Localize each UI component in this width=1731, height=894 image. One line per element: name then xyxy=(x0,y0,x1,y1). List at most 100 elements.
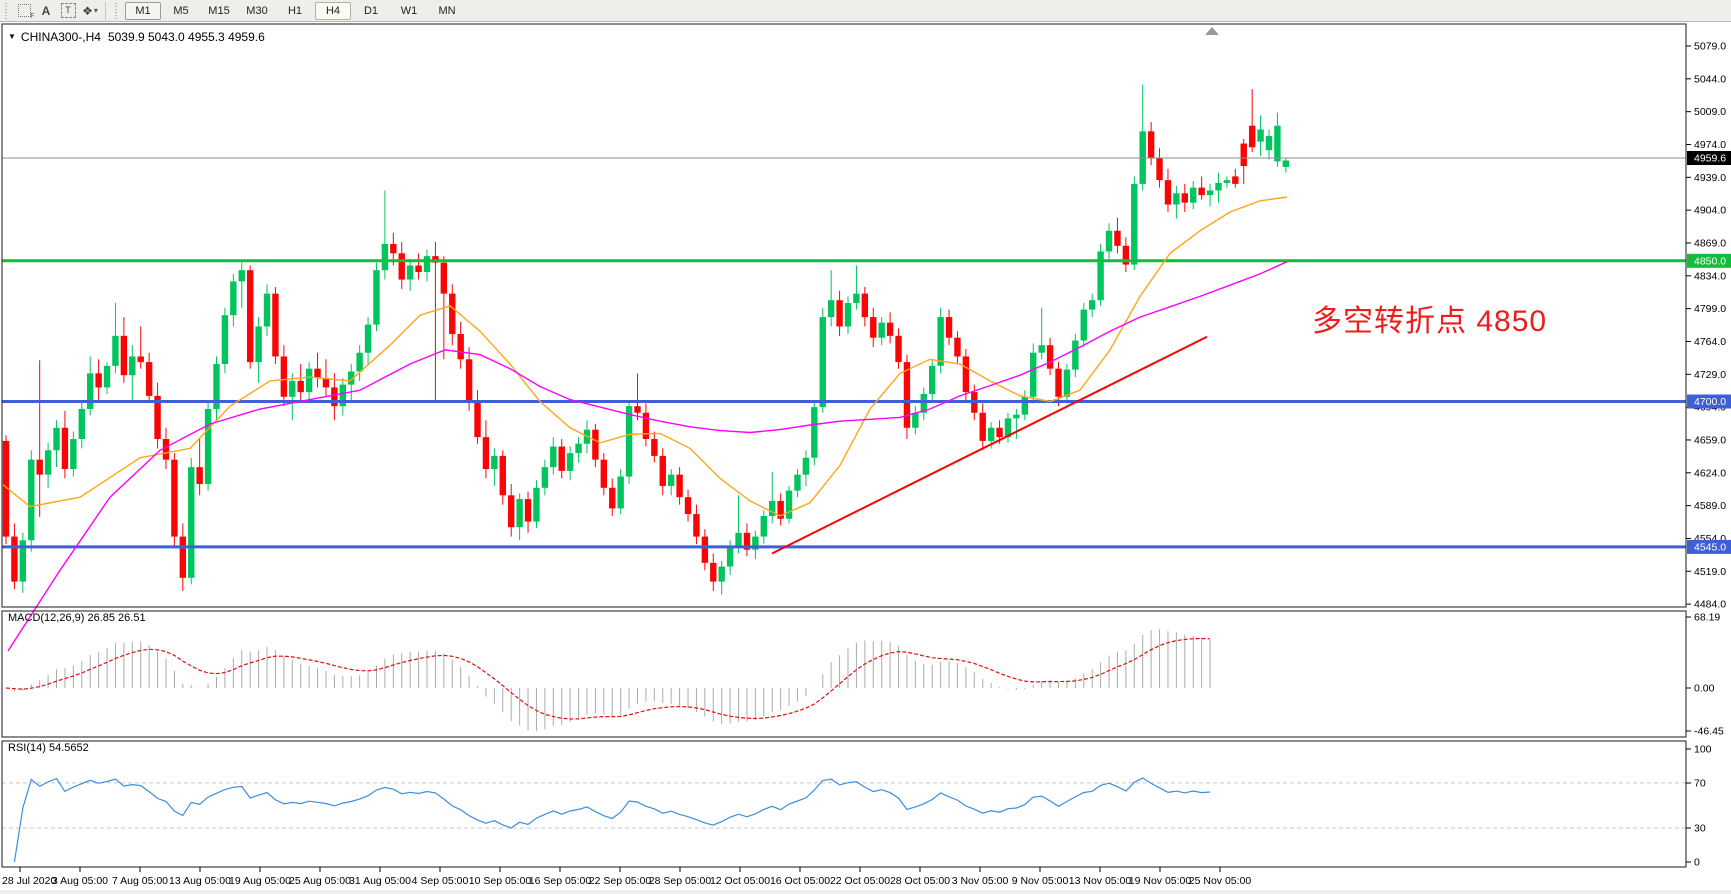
text-label-tool-icon[interactable]: A xyxy=(36,2,56,20)
price-axis-tick-label: 4834.0 xyxy=(1694,270,1726,282)
candle-body xyxy=(171,459,178,537)
candle-body xyxy=(1097,251,1104,301)
text-box-tool-icon[interactable]: T xyxy=(58,2,78,20)
trend-line[interactable] xyxy=(771,335,1208,555)
timeframe-button-h4[interactable]: H4 xyxy=(315,1,351,20)
grid-tool-icon[interactable]: F xyxy=(14,2,35,20)
price-axis-badge-label: 4850.0 xyxy=(1694,255,1726,267)
time-axis-label: 4 Sep 05:00 xyxy=(412,875,469,887)
indicator-axis-tick-label: -46.45 xyxy=(1694,726,1724,738)
candle-body xyxy=(760,515,767,537)
symbol-ohlc-values: 5039.9 5043.0 4955.3 4959.6 xyxy=(107,30,265,44)
candle-body xyxy=(912,412,919,428)
candle-body xyxy=(979,412,986,441)
candle-body xyxy=(322,378,330,388)
candle-body xyxy=(1038,345,1045,353)
price-axis-tick-label: 4904.0 xyxy=(1694,205,1726,217)
price-axis-tick-label: 4764.0 xyxy=(1694,336,1726,348)
candle-body xyxy=(457,333,464,360)
candle-body xyxy=(474,401,481,438)
time-axis-label: 19 Nov 05:00 xyxy=(1129,875,1192,887)
candle-body xyxy=(710,562,717,582)
candle-body xyxy=(1021,396,1029,415)
candle-body xyxy=(465,359,473,402)
candle-body xyxy=(1198,187,1205,196)
price-axis[interactable]: 5079.0 5044.0 5009.0 4974.0 4939.0 4904.0 4869… xyxy=(1686,41,1731,611)
price-axis-badge xyxy=(1687,394,1731,409)
candle-body xyxy=(1030,352,1037,397)
price-axis-tick-label: 4589.0 xyxy=(1694,500,1726,512)
candle-body xyxy=(440,262,448,294)
timeframe-button-m1[interactable]: M1 xyxy=(125,1,161,20)
candle-body xyxy=(651,439,658,456)
candle-body xyxy=(449,293,456,334)
price-axis-tick-label: 4729.0 xyxy=(1694,369,1726,381)
toolbar-separator xyxy=(105,1,106,20)
candle-body xyxy=(777,500,784,519)
candle-body xyxy=(19,540,27,582)
candle-body xyxy=(356,352,363,372)
candle-body xyxy=(1131,183,1138,265)
candle-body xyxy=(1147,131,1155,158)
timeframe-button-m5[interactable]: M5 xyxy=(173,4,189,17)
candle-body xyxy=(120,335,128,376)
price-axis-tick-label: 5009.0 xyxy=(1694,106,1726,118)
candle-body xyxy=(348,371,355,385)
rsi-pane-frame xyxy=(1,740,1687,868)
macd-signal-line xyxy=(5,637,1211,720)
candle-body xyxy=(1046,345,1054,369)
timeframe-button-mn[interactable]: MN xyxy=(438,4,456,17)
candle-body xyxy=(196,467,203,485)
candle-body xyxy=(1248,125,1256,148)
timeframe-button-m15[interactable]: M15 xyxy=(208,4,230,17)
candle-body xyxy=(827,300,835,318)
candle-body xyxy=(1215,182,1222,191)
price-axis-tick-label: 4484.0 xyxy=(1694,599,1726,611)
candle-body xyxy=(1206,190,1214,196)
toolbar-drag-handle[interactable] xyxy=(4,2,9,19)
macd-indicator-label: MACD(12,26,9) 26.85 26.51 xyxy=(8,612,146,624)
candle-body xyxy=(836,300,843,327)
timeframe-button-h1[interactable]: H1 xyxy=(287,4,303,17)
candle-body xyxy=(381,243,389,271)
drawing-tools-button[interactable]: ❖ ▾ xyxy=(80,2,100,20)
indicator-axes[interactable]: 68.19 0.00 -46.45 100 70 30 0 xyxy=(1686,612,1724,869)
candle-body xyxy=(870,317,877,338)
price-axis-tick-label: 4939.0 xyxy=(1694,172,1726,184)
timeframe-button-w1[interactable]: W1 xyxy=(400,4,418,17)
candle-body xyxy=(1122,245,1130,265)
candle-body xyxy=(423,256,431,273)
timeframe-button-m30[interactable]: M30 xyxy=(246,4,268,17)
candle-body xyxy=(1223,180,1231,183)
candle-body xyxy=(853,293,860,304)
candle-body xyxy=(137,356,144,363)
indicator-axis-tick-label: 70 xyxy=(1694,778,1706,790)
symbol-menu-arrow-icon[interactable]: ▼ xyxy=(8,32,16,41)
candle-body xyxy=(684,497,692,515)
candle-body xyxy=(246,270,254,363)
price-axis-tick-label: 4624.0 xyxy=(1694,467,1726,479)
candle-body xyxy=(289,380,296,397)
candle-body xyxy=(213,363,220,410)
candle-body xyxy=(28,459,35,541)
timeframe-button-d1[interactable]: D1 xyxy=(363,4,379,17)
timeframe-group-handle[interactable] xyxy=(114,2,119,19)
candle-body xyxy=(162,439,170,460)
candle-body xyxy=(87,373,94,410)
price-axis-tick-label: 4869.0 xyxy=(1694,237,1726,249)
candle-body xyxy=(1156,157,1163,181)
candle-body xyxy=(1004,418,1012,438)
candle-body xyxy=(112,335,119,366)
candle-body xyxy=(642,412,650,440)
letter-t-icon: T xyxy=(60,3,76,18)
candle-body xyxy=(1063,369,1071,397)
time-axis-label: 13 Nov 05:00 xyxy=(1069,875,1132,887)
candle-body xyxy=(718,566,725,582)
price-axis-tick-label: 4974.0 xyxy=(1694,139,1726,151)
candle-body xyxy=(1181,193,1188,203)
candle-body xyxy=(752,536,759,550)
price-axis-tick-label: 4519.0 xyxy=(1694,566,1726,578)
candle-body xyxy=(625,406,633,477)
